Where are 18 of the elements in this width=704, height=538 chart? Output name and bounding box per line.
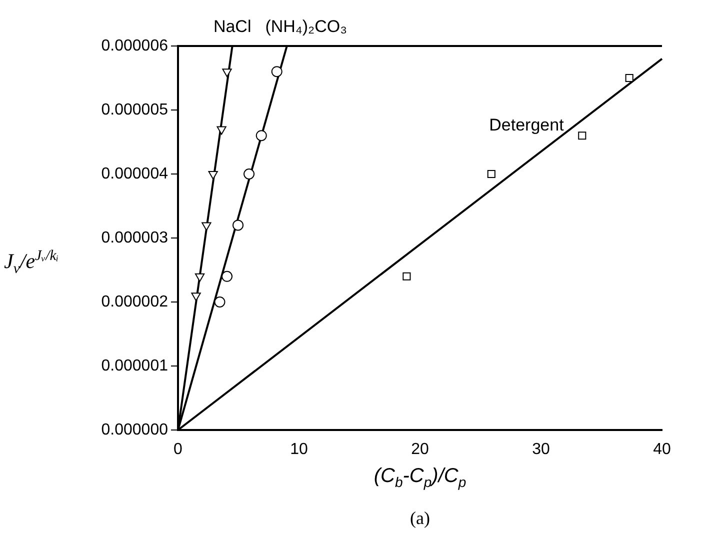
x-tick-label: 0 bbox=[174, 441, 183, 458]
series-label: NaCl bbox=[213, 17, 252, 36]
text: (a) bbox=[409, 508, 431, 529]
y-tick-label: 0.000001 bbox=[101, 357, 168, 374]
x-tick-label: 10 bbox=[290, 441, 308, 458]
y-tick-label: 0.000006 bbox=[101, 37, 168, 54]
x-tick-label: 30 bbox=[532, 441, 550, 458]
y-tick-label: 0.000004 bbox=[101, 165, 168, 182]
series-label: (NH₄)₂CO₃ bbox=[265, 17, 348, 36]
x-axis-title: (C$_{b}$-C$_{p}$)/C$_{p}$ bbox=[372, 465, 468, 490]
x-tick-label: 40 bbox=[653, 441, 671, 458]
y-tick-label: 0.000003 bbox=[101, 229, 168, 246]
y-tick-label: 0.000005 bbox=[101, 101, 168, 118]
y-axis-title: J$_{v}$/e$^{Jᵥ/kᵢ}$ bbox=[4, 248, 59, 278]
y-tick-label: 0.000000 bbox=[101, 421, 168, 438]
y-tick-label: 0.000002 bbox=[101, 293, 168, 310]
series-label: Detergent bbox=[489, 116, 564, 135]
x-tick-label: 20 bbox=[411, 441, 429, 458]
